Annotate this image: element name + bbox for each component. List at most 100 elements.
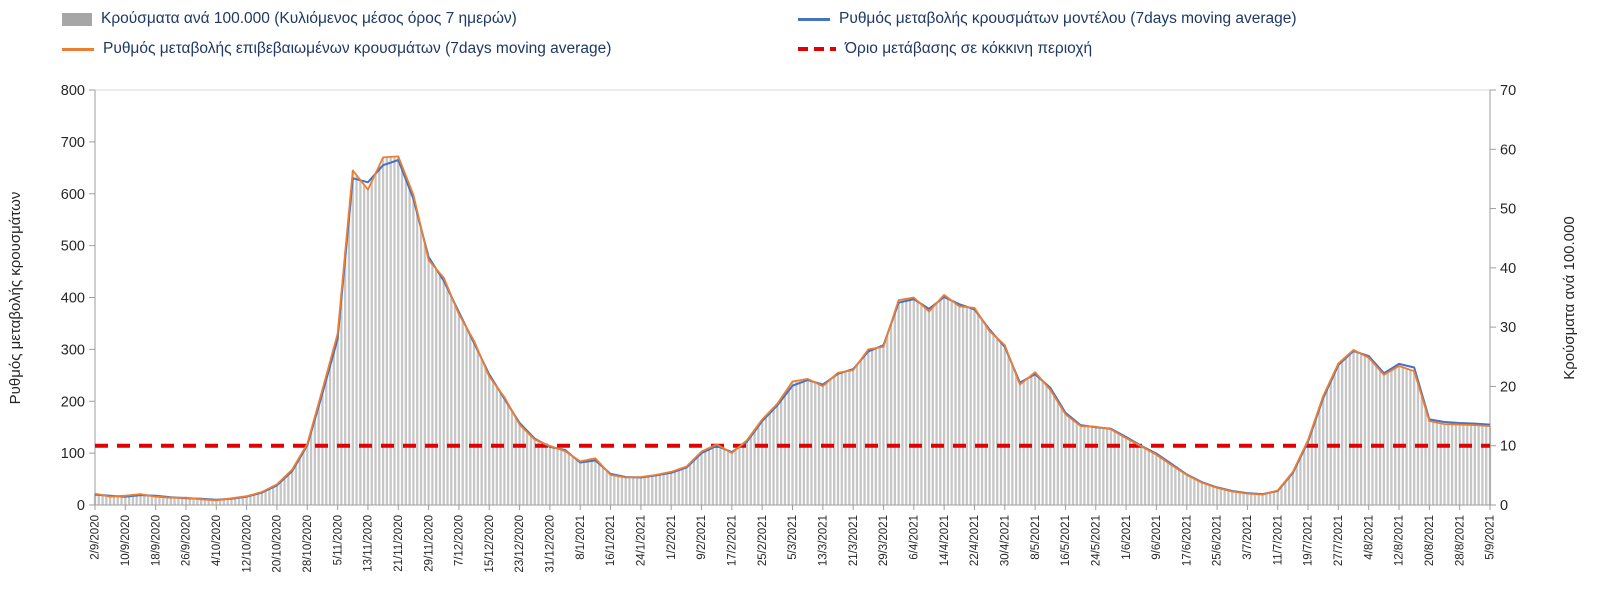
bar: [855, 364, 859, 505]
bar: [1306, 440, 1310, 505]
bar: [1359, 353, 1363, 505]
y-right-tick-label: 50: [1500, 202, 1516, 218]
bar: [647, 475, 650, 505]
bar: [1314, 418, 1317, 505]
bar: [1291, 471, 1295, 505]
bar: [370, 181, 373, 505]
bar: [613, 475, 616, 505]
bar: [1458, 424, 1461, 505]
bar: [124, 495, 127, 505]
bar: [965, 306, 969, 505]
bar: [109, 496, 112, 505]
bar: [1208, 485, 1211, 505]
bar: [745, 440, 749, 505]
bar: [245, 496, 248, 505]
bar: [1447, 423, 1450, 505]
bar: [654, 474, 658, 505]
bar: [112, 496, 116, 505]
bar: [461, 320, 464, 505]
legend-label: Ρυθμός μεταβολής επιβεβαιωμένων κρουσμάτ…: [103, 40, 612, 57]
bar: [670, 471, 673, 505]
bar: [779, 398, 783, 505]
bar: [272, 486, 275, 505]
bar: [1162, 459, 1166, 505]
bar: [385, 157, 389, 506]
bar: [1348, 353, 1351, 505]
bar: [999, 341, 1003, 505]
y-right-tick-label: 70: [1500, 83, 1516, 99]
bar: [1052, 396, 1056, 505]
bar: [942, 295, 946, 505]
bar: [992, 334, 995, 505]
bar: [977, 313, 980, 505]
bar: [1098, 427, 1101, 505]
bar: [616, 476, 620, 505]
bar: [184, 497, 188, 505]
bar: [472, 340, 476, 505]
bar: [1356, 351, 1359, 505]
x-tick-label: 28/8/2021: [1454, 515, 1466, 566]
line-series: [94, 155, 1491, 502]
x-tick-label: 31/12/2020: [545, 515, 557, 573]
bar: [1375, 365, 1378, 505]
bar: [632, 477, 635, 505]
bar: [1473, 424, 1476, 505]
bar: [886, 335, 889, 505]
bar: [802, 379, 806, 505]
bar: [1151, 452, 1154, 505]
bar: [666, 472, 669, 505]
bar: [1071, 420, 1075, 505]
bar: [939, 299, 942, 505]
x-tick-label: 26/9/2020: [181, 515, 193, 566]
bar: [1284, 480, 1287, 505]
bar: [275, 484, 279, 505]
bar: [181, 497, 184, 505]
x-tick-label: 7/12/2020: [454, 515, 466, 566]
bar: [912, 297, 915, 505]
bar: [120, 495, 123, 505]
bar: [950, 300, 953, 505]
bar: [1143, 448, 1147, 505]
bar: [548, 445, 552, 505]
bar: [484, 367, 487, 505]
bar: [1109, 429, 1113, 505]
bar: [859, 359, 862, 505]
bar: [897, 299, 900, 505]
bar-swatch-icon: [62, 12, 92, 26]
bar: [215, 500, 218, 505]
bar: [1435, 422, 1439, 505]
bar: [1056, 402, 1059, 505]
bar: [1215, 487, 1219, 505]
bar: [1382, 374, 1386, 505]
bar: [378, 165, 381, 505]
y-left-tick-label: 400: [61, 291, 85, 307]
bar: [298, 456, 301, 505]
bar: [980, 319, 984, 505]
bar: [1242, 493, 1245, 505]
legend-item-confirmed-rate: Ρυθμός μεταβολής επιβεβαιωμένων κρουσμάτ…: [62, 40, 611, 58]
bar: [431, 264, 434, 505]
bar: [677, 469, 680, 505]
bar: [332, 347, 335, 505]
bar: [1121, 435, 1124, 505]
bar: [199, 499, 203, 505]
bar: [1310, 429, 1313, 505]
bar: [279, 480, 282, 505]
bar: [397, 156, 400, 505]
bar: [571, 456, 574, 505]
bar: [544, 444, 548, 505]
bar: [529, 435, 533, 505]
bar: [419, 227, 423, 506]
bar: [1003, 344, 1006, 505]
x-tick-label: 15/12/2020: [484, 515, 496, 573]
x-tick-label: 4/10/2020: [211, 515, 223, 566]
bar: [1329, 379, 1332, 505]
bar: [707, 448, 711, 505]
bar: [1268, 492, 1272, 505]
bar: [1094, 426, 1097, 505]
y-left-tick-label: 700: [61, 135, 85, 151]
bar: [1390, 370, 1393, 506]
bar: [427, 260, 430, 505]
bar: [575, 458, 578, 505]
x-tick-label: 18/9/2020: [150, 515, 162, 566]
